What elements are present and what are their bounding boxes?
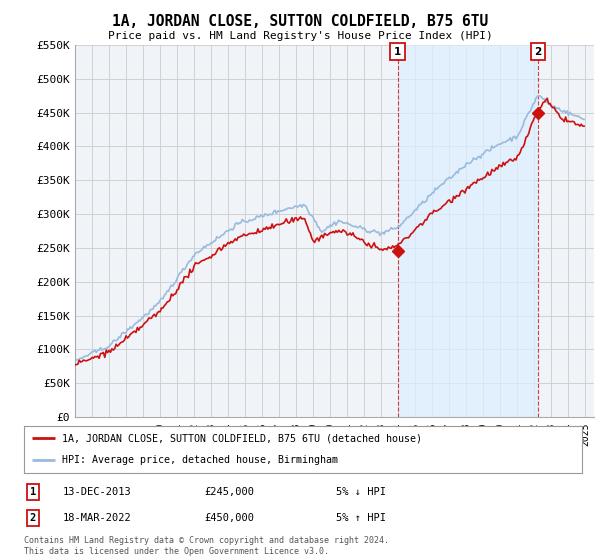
Text: HPI: Average price, detached house, Birmingham: HPI: Average price, detached house, Birm… [62,455,338,465]
Text: This data is licensed under the Open Government Licence v3.0.: This data is licensed under the Open Gov… [24,547,329,556]
Text: 13-DEC-2013: 13-DEC-2013 [63,487,132,497]
Text: 1A, JORDAN CLOSE, SUTTON COLDFIELD, B75 6TU: 1A, JORDAN CLOSE, SUTTON COLDFIELD, B75 … [112,14,488,29]
Text: 2: 2 [535,46,542,57]
Bar [398,45,538,417]
Text: Contains HM Land Registry data © Crown copyright and database right 2024.: Contains HM Land Registry data © Crown c… [24,536,389,545]
Text: £450,000: £450,000 [204,513,254,523]
Text: 18-MAR-2022: 18-MAR-2022 [63,513,132,523]
Text: 2: 2 [30,513,36,523]
Text: 1: 1 [394,46,401,57]
Text: 1A, JORDAN CLOSE, SUTTON COLDFIELD, B75 6TU (detached house): 1A, JORDAN CLOSE, SUTTON COLDFIELD, B75 … [62,433,422,444]
Text: 5% ↓ HPI: 5% ↓ HPI [336,487,386,497]
Text: Price paid vs. HM Land Registry's House Price Index (HPI): Price paid vs. HM Land Registry's House … [107,31,493,41]
Text: 5% ↑ HPI: 5% ↑ HPI [336,513,386,523]
Text: 1: 1 [30,487,36,497]
Text: £245,000: £245,000 [204,487,254,497]
